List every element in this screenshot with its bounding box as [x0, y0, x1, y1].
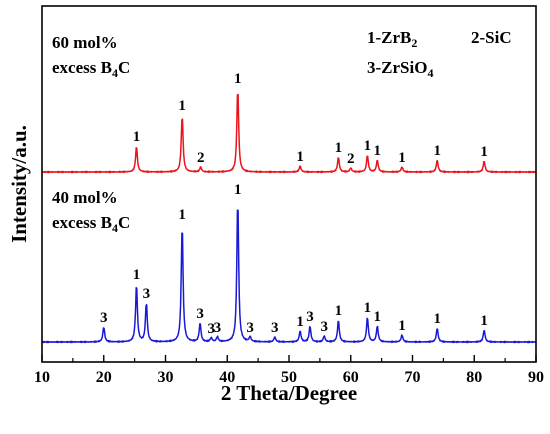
x-axis-label: 2 Theta/Degree	[221, 381, 357, 405]
peak-mark-label: 1	[178, 98, 186, 114]
peak-mark-label: 1	[234, 182, 242, 198]
peak-mark-label: 3	[143, 286, 151, 302]
x-tick-label: 70	[405, 369, 421, 386]
peak-mark-label: 1	[178, 207, 186, 223]
plot-frame	[41, 5, 537, 363]
legend-entry-sic: 2-SiC	[471, 28, 512, 47]
legend-entry-zrb2: 1-ZrB2	[367, 28, 417, 50]
peak-mark-label: 1	[335, 140, 343, 156]
peak-mark-label: 3	[320, 319, 328, 335]
peak-mark-label: 1	[364, 300, 372, 316]
series-bottom-line2: excess B4C	[52, 213, 130, 235]
peak-mark-label: 3	[214, 320, 222, 336]
peak-mark-label: 2	[347, 151, 355, 167]
x-axis-ticks	[41, 355, 537, 362]
x-tick-label: 80	[466, 369, 482, 386]
peak-mark-label: 3	[196, 306, 204, 322]
peak-mark-label: 3	[100, 310, 108, 326]
peak-mark-label: 1	[133, 267, 141, 283]
peak-mark-label: 3	[246, 320, 254, 336]
x-tick-label: 40	[219, 369, 235, 386]
peak-mark-label: 1	[374, 143, 382, 159]
peak-mark-label: 3	[306, 309, 314, 325]
peak-mark-label: 1	[133, 129, 141, 145]
series-label-bottom: 40 mol% excess B4C	[52, 188, 130, 235]
x-tick-label: 50	[281, 369, 297, 386]
peak-mark-label: 1	[398, 318, 406, 334]
peak-mark-label: 1	[234, 71, 242, 87]
legend-entry-zrsio4: 3-ZrSiO4	[367, 58, 433, 80]
series-label-top: 60 mol% excess B4C	[52, 33, 130, 80]
x-tick-label: 90	[528, 369, 544, 386]
peak-mark-label: 1	[433, 143, 441, 159]
peak-mark-label: 1	[296, 149, 304, 165]
peak-mark-label: 1	[480, 313, 488, 329]
series-top-line1: 60 mol%	[52, 33, 118, 52]
peak-mark-label: 3	[271, 320, 279, 336]
x-tick-label: 60	[343, 369, 359, 386]
diffraction-traces	[41, 93, 537, 344]
peak-mark-label: 1	[335, 303, 343, 319]
peak-mark-label: 2	[197, 150, 205, 166]
series-line-top	[42, 93, 536, 174]
x-tick-label: 30	[158, 369, 174, 386]
x-tick-label: 10	[34, 369, 50, 386]
peak-mark-label: 3	[207, 321, 215, 337]
series-line-bottom	[41, 209, 537, 344]
series-bottom-line1: 40 mol%	[52, 188, 118, 207]
x-axis-tick-labels: 10 20 30 40 50 60 70 80 90	[34, 369, 544, 386]
peak-mark-label: 1	[433, 311, 441, 327]
legend: 1-ZrB2 2-SiC 3-ZrSiO4	[367, 28, 512, 80]
y-axis-label: Intensity/a.u.	[7, 125, 31, 243]
peak-mark-label: 1	[480, 144, 488, 160]
peak-mark-label: 1	[374, 309, 382, 325]
peak-mark-label: 1	[296, 314, 304, 330]
series-top-line2: excess B4C	[52, 58, 130, 80]
peak-mark-label: 1	[364, 138, 372, 154]
x-tick-label: 20	[96, 369, 112, 386]
peak-mark-label: 1	[398, 150, 406, 166]
